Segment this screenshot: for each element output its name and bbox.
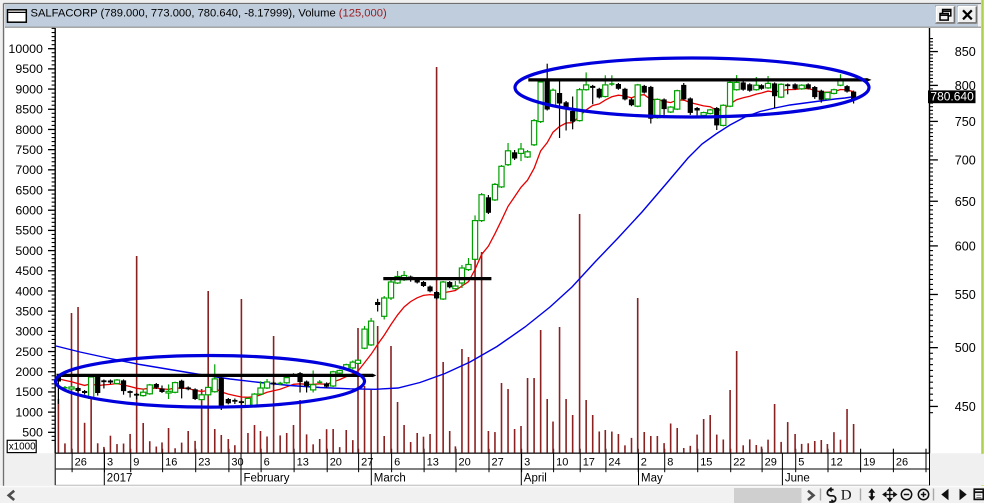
svg-text:2: 2 (641, 456, 647, 468)
svg-text:20: 20 (459, 456, 471, 468)
svg-text:June: June (785, 473, 810, 485)
svg-text:1000: 1000 (15, 405, 43, 419)
svg-text:450: 450 (955, 400, 976, 414)
svg-text:May: May (641, 473, 663, 485)
svg-text:13: 13 (427, 456, 439, 468)
svg-text:5500: 5500 (15, 224, 43, 238)
svg-text:750: 750 (955, 115, 976, 129)
svg-text:9000: 9000 (15, 82, 43, 96)
svg-text:15: 15 (700, 456, 712, 468)
svg-text:5000: 5000 (15, 244, 43, 258)
svg-text:1500: 1500 (15, 385, 43, 399)
svg-text:13: 13 (297, 456, 309, 468)
svg-text:2017: 2017 (107, 473, 133, 485)
svg-text:850: 850 (955, 45, 976, 59)
svg-text:5: 5 (798, 456, 804, 468)
svg-text:8000: 8000 (15, 123, 43, 137)
svg-text:6: 6 (264, 456, 270, 468)
svg-text:8: 8 (667, 456, 673, 468)
svg-text:23: 23 (198, 456, 210, 468)
svg-text:9500: 9500 (15, 62, 43, 76)
svg-text:x1000: x1000 (9, 442, 36, 453)
svg-text:April: April (524, 473, 547, 485)
svg-text:D: D (841, 488, 852, 503)
svg-text:500: 500 (955, 341, 976, 355)
svg-text:6: 6 (394, 456, 400, 468)
svg-text:24: 24 (608, 456, 620, 468)
svg-text:February: February (244, 473, 290, 485)
svg-text:6000: 6000 (15, 204, 43, 218)
svg-text:7500: 7500 (15, 143, 43, 157)
svg-text:30: 30 (231, 456, 243, 468)
svg-text:27: 27 (361, 456, 373, 468)
svg-text:3: 3 (107, 456, 113, 468)
svg-text:700: 700 (955, 153, 976, 167)
svg-text:3000: 3000 (15, 325, 43, 339)
svg-text:500: 500 (22, 426, 43, 440)
svg-text:2500: 2500 (15, 345, 43, 359)
svg-text:22: 22 (733, 456, 745, 468)
svg-text:650: 650 (955, 195, 976, 209)
svg-text:780.640: 780.640 (930, 90, 974, 104)
svg-text:SALFACORP (789.000, 773.000, 7: SALFACORP (789.000, 773.000, 780.640, -8… (31, 8, 387, 20)
svg-text:7000: 7000 (15, 163, 43, 177)
svg-text:26: 26 (75, 456, 87, 468)
svg-text:10000: 10000 (8, 42, 43, 56)
svg-text:9: 9 (133, 456, 139, 468)
svg-text:600: 600 (955, 239, 976, 253)
svg-text:19: 19 (863, 456, 875, 468)
svg-text:2000: 2000 (15, 365, 43, 379)
svg-text:3: 3 (524, 456, 530, 468)
svg-text:800: 800 (955, 79, 976, 93)
svg-text:3500: 3500 (15, 304, 43, 318)
svg-text:6500: 6500 (15, 183, 43, 197)
svg-text:26: 26 (896, 456, 908, 468)
svg-text:10: 10 (556, 456, 568, 468)
svg-text:20: 20 (330, 456, 342, 468)
svg-text:4500: 4500 (15, 264, 43, 278)
svg-text:29: 29 (765, 456, 777, 468)
svg-text:8500: 8500 (15, 103, 43, 117)
svg-text:27: 27 (492, 456, 504, 468)
svg-text:16: 16 (165, 456, 177, 468)
svg-text:550: 550 (955, 288, 976, 302)
svg-text:17: 17 (583, 456, 595, 468)
svg-text:March: March (374, 473, 406, 485)
svg-text:4000: 4000 (15, 284, 43, 298)
svg-text:12: 12 (831, 456, 843, 468)
